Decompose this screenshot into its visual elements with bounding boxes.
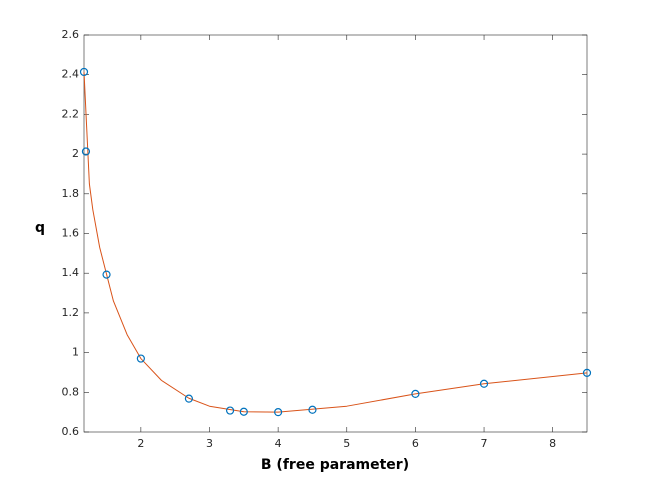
x-tick-label: 7	[481, 437, 488, 450]
plot-area	[83, 34, 588, 433]
curve	[83, 71, 588, 413]
y-tick-label: 2	[72, 147, 79, 160]
marker	[225, 406, 235, 415]
marker	[102, 270, 111, 279]
marker	[308, 405, 317, 414]
marker	[81, 147, 91, 156]
y-tick-label: 1.6	[62, 227, 80, 240]
y-tick-label: 0.8	[62, 385, 80, 398]
y-tick-label: 1.8	[62, 187, 80, 200]
marker	[239, 407, 248, 416]
y-tick-label: 2.4	[62, 68, 80, 81]
y-tick-label: 2.2	[62, 107, 80, 120]
y-tick-label: 1	[72, 346, 79, 359]
y-tick-label: 1.4	[62, 266, 80, 279]
marker	[274, 408, 283, 417]
y-tick-label: 1.2	[62, 306, 80, 319]
x-tick-label: 3	[206, 437, 213, 450]
x-tick-label: 2	[137, 437, 144, 450]
y-tick-label: 2.6	[62, 28, 80, 41]
x-tick-label: 8	[549, 437, 556, 450]
marker	[184, 394, 194, 403]
marker	[411, 389, 420, 398]
x-tick-label: 4	[275, 437, 282, 450]
x-tick-label: 5	[343, 437, 350, 450]
y-axis-label: q	[35, 220, 45, 236]
marker	[479, 379, 489, 388]
y-tick-label: 0.6	[62, 425, 80, 438]
marker	[136, 354, 145, 363]
marker	[79, 67, 89, 77]
x-axis-label: B (free parameter)	[261, 457, 409, 473]
x-tick-label: 6	[412, 437, 419, 450]
marker	[582, 368, 592, 377]
